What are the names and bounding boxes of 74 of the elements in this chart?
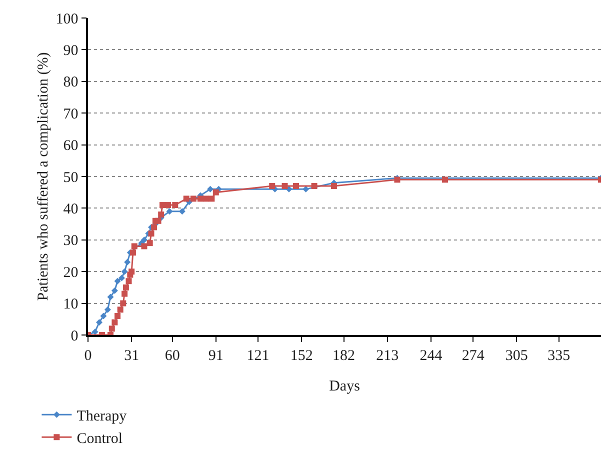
y-tick-label: 100 [56, 11, 78, 28]
point [159, 202, 166, 208]
y-tick-label: 50 [63, 170, 78, 186]
x-tick-label: 335 [548, 348, 570, 364]
x-tick-label: 0 [84, 348, 92, 364]
y-tick-label: 0 [70, 328, 78, 344]
x-tick-label: 31 [124, 348, 140, 364]
point [128, 268, 135, 275]
y-tick-label: 90 [63, 42, 78, 59]
point [158, 212, 164, 218]
point [122, 290, 128, 297]
y-tick-label: 30 [63, 233, 78, 250]
legend-label: Therapy [76, 408, 128, 424]
point [107, 294, 114, 300]
y-tick-label: 10 [63, 296, 78, 313]
point [124, 258, 131, 266]
x-axis-title: Days [329, 378, 360, 394]
point [172, 202, 178, 208]
point [117, 306, 124, 313]
point [131, 243, 138, 250]
x-tick-label: 182 [332, 348, 356, 364]
point [122, 284, 129, 290]
point [302, 186, 310, 192]
x-tick-label: 121 [246, 348, 270, 364]
point [208, 196, 215, 202]
y-tick-label: 60 [63, 138, 78, 154]
y-axis-title: Patients who suffered a complication (%) [36, 52, 52, 301]
x-tick-label: 274 [462, 348, 485, 364]
point [126, 278, 132, 284]
point [282, 183, 288, 190]
legend-label: Control [76, 431, 123, 447]
point [311, 183, 318, 190]
point [165, 202, 172, 208]
point [118, 274, 125, 282]
y-tick-label: 80 [63, 74, 78, 91]
point [114, 312, 121, 319]
point [330, 183, 337, 190]
point [151, 224, 158, 230]
point [121, 268, 128, 275]
point [166, 208, 173, 215]
x-tick-label: 91 [208, 348, 224, 364]
point [130, 250, 136, 256]
point [207, 186, 214, 192]
y-tick-label: 20 [63, 264, 78, 281]
point [96, 319, 102, 326]
point [203, 196, 210, 202]
point [442, 176, 448, 183]
x-tick-label: 60 [164, 348, 180, 364]
y-tick-label: 70 [63, 106, 78, 122]
x-tick-label: 305 [505, 348, 528, 364]
point [114, 278, 121, 284]
point [104, 306, 111, 313]
point [92, 328, 98, 335]
point [148, 230, 154, 237]
point [146, 240, 153, 246]
point [141, 243, 148, 250]
point [197, 196, 204, 202]
y-tick-label: 40 [63, 201, 78, 218]
point [212, 189, 219, 196]
x-tick-label: 152 [290, 348, 313, 364]
x-tick-label: 244 [420, 348, 443, 364]
point [155, 218, 162, 224]
point [112, 319, 118, 326]
point [111, 287, 118, 294]
point [100, 312, 107, 320]
point [140, 236, 148, 244]
point [178, 208, 186, 215]
point [269, 183, 276, 190]
point [108, 326, 115, 332]
point [293, 183, 300, 190]
x-tick-label: 213 [376, 348, 399, 364]
point [120, 300, 126, 306]
point [183, 196, 190, 202]
point [190, 196, 196, 202]
